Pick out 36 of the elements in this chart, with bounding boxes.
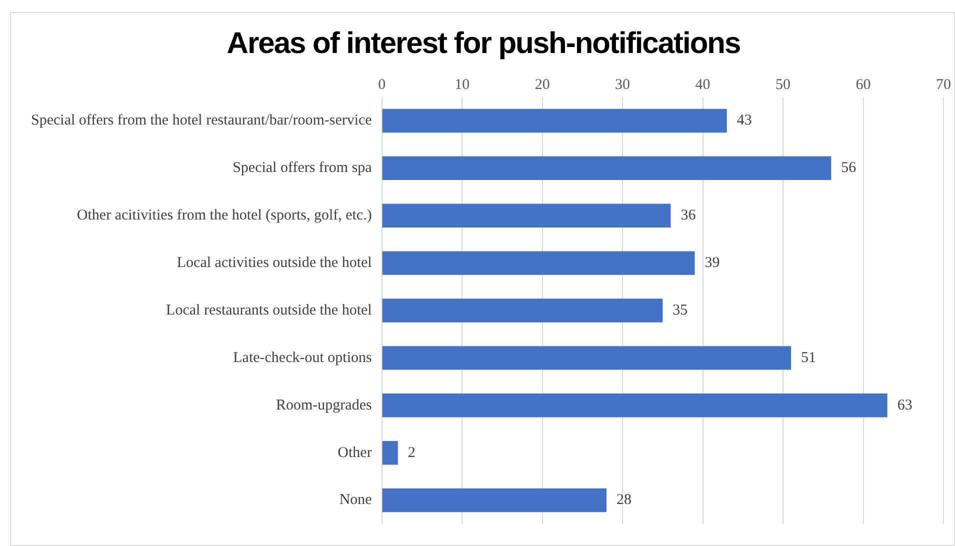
bar [382,394,888,418]
data-label: 39 [704,254,720,271]
x-tick-label: 20 [534,76,550,93]
data-label: 43 [736,112,752,129]
y-tick-label: Other acitivities from the hotel (sports, golf, etc.) [76,208,372,224]
data-label: 56 [841,160,857,176]
x-tick-label: 10 [454,76,470,93]
x-tick-label: 40 [695,76,710,93]
x-tick-label: 70 [936,76,951,93]
bar [382,108,727,133]
bar [382,251,695,275]
data-label: 36 [680,208,696,224]
x-tick-label: 50 [776,76,791,93]
y-tick-label: Other [338,444,372,461]
y-tick-label: Special offers from spa [232,160,372,176]
x-tick-label: 0 [378,76,386,93]
bar [382,346,792,370]
data-label: 35 [672,302,688,318]
y-tick-label: Local activities outside the hotel [176,254,372,271]
chart-title: Areas of interest for push-notifications [226,27,742,61]
bar [382,488,607,512]
data-label: 2 [408,444,416,461]
data-label: 28 [616,492,632,508]
data-label: 63 [897,397,912,414]
x-tick-label: 60 [856,76,871,93]
bar [382,298,663,322]
y-tick-label: Late-check-out options [233,350,372,366]
y-tick-label: None [339,492,372,508]
data-label: 51 [801,350,816,366]
y-tick-label: Special offers from the hotel restaurant/bar/room-service [30,112,372,129]
x-tick-label: 30 [615,76,630,93]
y-tick-label: Room-upgrades [276,397,372,414]
bar [382,156,832,180]
bar [382,440,398,465]
y-tick-label: Local restaurants outside the hotel [166,302,372,318]
bar [382,204,671,228]
